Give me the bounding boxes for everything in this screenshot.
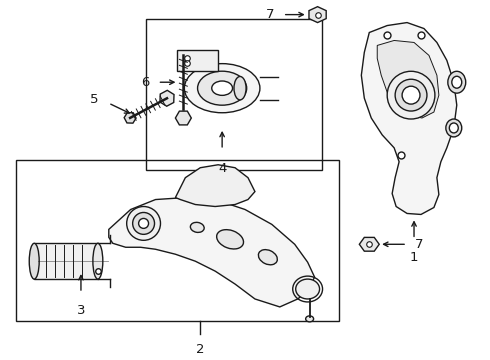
- Polygon shape: [377, 40, 439, 118]
- Ellipse shape: [446, 119, 462, 137]
- Ellipse shape: [295, 279, 319, 299]
- Ellipse shape: [133, 212, 154, 234]
- Text: 7: 7: [266, 8, 274, 21]
- Ellipse shape: [217, 230, 244, 249]
- Polygon shape: [309, 6, 326, 23]
- Ellipse shape: [306, 316, 314, 322]
- Ellipse shape: [387, 71, 435, 119]
- Ellipse shape: [184, 64, 260, 113]
- Ellipse shape: [212, 81, 233, 95]
- Text: 6: 6: [142, 76, 150, 89]
- Polygon shape: [359, 237, 379, 251]
- Polygon shape: [177, 50, 219, 71]
- Ellipse shape: [29, 243, 39, 279]
- Ellipse shape: [258, 249, 277, 265]
- Ellipse shape: [449, 123, 458, 133]
- Bar: [16, 160, 340, 321]
- Text: 1: 1: [410, 251, 418, 264]
- Text: 5: 5: [90, 94, 98, 107]
- Polygon shape: [124, 113, 136, 123]
- Ellipse shape: [139, 219, 148, 228]
- Text: 3: 3: [77, 304, 85, 317]
- Ellipse shape: [402, 86, 420, 104]
- Ellipse shape: [234, 76, 246, 100]
- Ellipse shape: [452, 76, 462, 88]
- Text: 2: 2: [196, 343, 204, 356]
- Bar: [146, 19, 321, 170]
- Polygon shape: [175, 111, 191, 125]
- Ellipse shape: [191, 222, 204, 233]
- Ellipse shape: [395, 79, 427, 111]
- Ellipse shape: [448, 71, 466, 93]
- Ellipse shape: [93, 243, 103, 279]
- Ellipse shape: [197, 71, 246, 105]
- Ellipse shape: [127, 207, 161, 240]
- Text: 7: 7: [415, 238, 423, 251]
- Polygon shape: [109, 198, 315, 307]
- Polygon shape: [175, 165, 255, 207]
- Bar: [34, 243, 98, 279]
- Polygon shape: [160, 90, 174, 106]
- Text: 4: 4: [218, 162, 226, 175]
- Polygon shape: [361, 23, 457, 215]
